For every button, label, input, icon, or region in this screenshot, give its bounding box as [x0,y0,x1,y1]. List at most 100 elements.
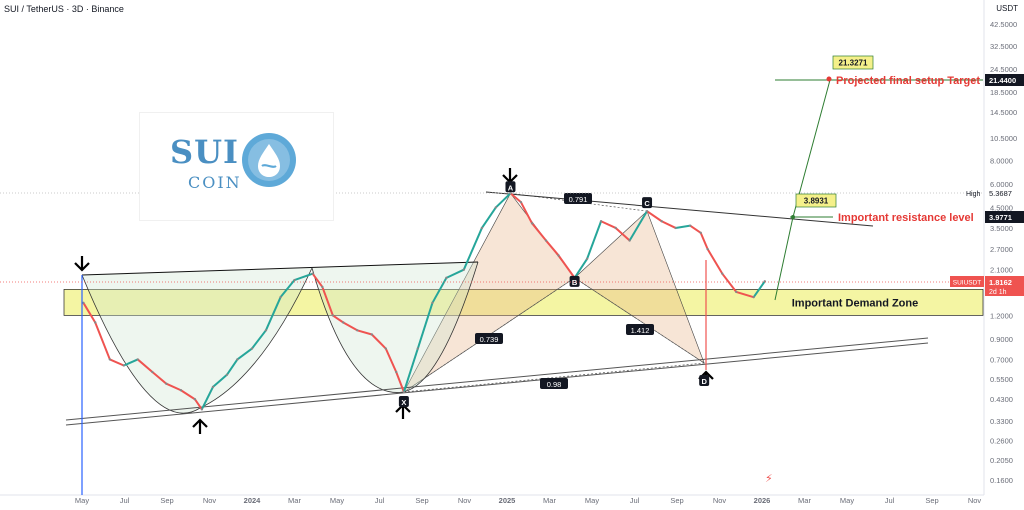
x-tick-label: Nov [713,496,727,505]
price-point [321,285,324,289]
price-point [402,390,406,394]
demand-zone-box [63,289,984,316]
price-segment [481,206,497,229]
bd-dashed [574,277,705,364]
channel-upper [65,337,929,421]
price-segment [509,192,522,203]
price-segment [462,227,483,271]
ratio-label: 0.791 [569,195,588,204]
price-point [735,290,738,294]
high-value: 5.3687 [989,189,1012,198]
price-point [614,226,617,230]
price-segment [123,358,139,367]
price-point [211,385,215,389]
annotations: A B C D X 0.791 0.739 1.412 0.98 21.3271 3.8931 Pro… [0,55,1024,485]
cup-right [311,261,479,393]
neckline [81,261,479,276]
y-tick-label: 0.3300 [990,417,1013,426]
price-segment [165,382,182,392]
current-countdown: 2d 1h [989,289,1007,296]
sui-logo-card: SUI COIN [140,113,333,220]
x-tick-label: Jul [120,496,130,505]
price-point [416,347,420,350]
price-point [293,278,296,282]
price-segment [600,220,617,229]
price-segment [265,296,282,331]
price-point [200,408,204,411]
x-tick-label: Mar [288,496,301,505]
point-a-label: A [508,183,514,192]
price-segment [279,279,296,298]
price-point [660,220,663,223]
price-segment [151,371,167,385]
price-point [356,329,359,332]
price-point [530,222,534,225]
price-point [384,347,387,350]
logo-subtitle: COIN [188,173,242,192]
y-tick-label: 8.0000 [990,156,1013,165]
point-b-label-bg [569,275,580,287]
resistance-axis-value: 3.9771 [989,213,1012,222]
price-point [431,301,434,305]
price-point [557,254,560,257]
resistance-dot [791,215,795,219]
price-segment [395,371,405,393]
price-segment [137,358,154,373]
target-callout: 21.3271 [839,59,868,68]
point-c-label: C [644,199,650,208]
price-point [370,333,374,336]
resistance-callout: 3.8931 [804,197,829,206]
price-point [462,268,466,271]
x-tick-label: May [840,496,854,505]
price-point [108,358,112,361]
price-segment [586,220,602,260]
price-segment [402,348,419,393]
price-segment [646,210,663,223]
arrow-up-icon [192,418,208,434]
price-segment [251,329,267,350]
price-point [165,382,168,385]
price-segment [384,348,398,373]
price-point [342,321,345,324]
price-segment [94,322,111,360]
ratio-label: 0.98 [547,380,562,389]
currency-label: USDT [996,4,1018,13]
arrow-up-icon [395,403,411,419]
price-point [721,272,724,275]
arrow-down-icon [74,256,90,272]
x-tick-label: Jul [375,496,385,505]
point-c-label-bg [642,197,653,209]
y-tick-label: 4.5000 [990,203,1013,212]
resistance-label: Important resistance level [838,212,974,224]
current-value-bg [985,276,1024,296]
current-symbol: SUIUSDT [953,280,982,287]
price-segment [180,389,196,401]
price-point [544,239,548,242]
point-x-label-bg [398,395,409,407]
price-point [480,226,484,230]
price-segment [332,314,344,324]
price-segment [371,333,387,350]
price-point [311,272,314,275]
price-segment [752,280,766,298]
price-point [179,389,183,392]
x-tick-label: Mar [798,496,811,505]
y-tick-label: 1.2000 [990,311,1013,320]
y-tick-label: 2.7000 [990,245,1013,254]
price-point [236,358,239,361]
price-point [395,370,398,374]
price-point [494,206,498,209]
resistance-callout-bg [795,193,837,208]
price-point [585,257,589,260]
y-tick-label: 0.2600 [990,436,1013,445]
price-segment [236,347,253,361]
price-segment [545,239,560,257]
price-point [645,209,649,213]
price-point [674,226,677,230]
price-series [81,192,766,495]
chart-title: SUI / TetherUS · 3D · Binance [4,4,124,14]
current-value: 1.8162 [989,278,1012,287]
price-segment [495,192,512,209]
x-axis: May Jul Sep Nov 2024 Mar May Jul Sep Nov 2025 Mar Ma… [0,494,984,505]
